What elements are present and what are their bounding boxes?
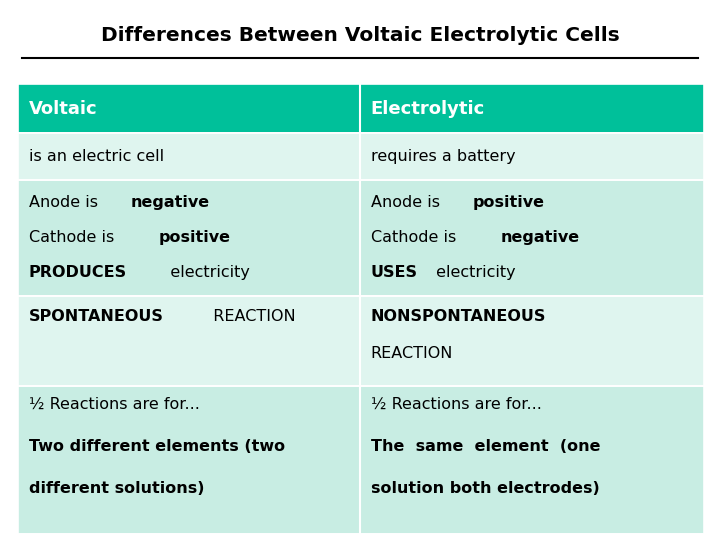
Text: The  same  element  (one: The same element (one [371, 438, 600, 454]
Text: positive: positive [158, 230, 230, 245]
Text: solution both electrodes): solution both electrodes) [371, 481, 600, 496]
Bar [18, 180, 360, 296]
Bar [18, 387, 360, 534]
Text: PRODUCES: PRODUCES [29, 265, 127, 280]
Text: ½ Reactions are for...: ½ Reactions are for... [29, 397, 199, 411]
Text: Differences Between Voltaic Electrolytic Cells: Differences Between Voltaic Electrolytic… [101, 25, 619, 45]
Text: SPONTANEOUS: SPONTANEOUS [29, 309, 163, 323]
Text: NONSPONTANEOUS: NONSPONTANEOUS [371, 309, 546, 323]
Text: ½ Reactions are for...: ½ Reactions are for... [371, 397, 541, 411]
Bar [360, 296, 704, 387]
Text: USES: USES [371, 265, 418, 280]
Text: negative: negative [500, 230, 580, 245]
Bar [18, 133, 360, 180]
Text: requires a battery: requires a battery [371, 149, 516, 164]
Text: positive: positive [473, 195, 545, 210]
Text: Electrolytic: Electrolytic [371, 99, 485, 118]
Text: REACTION: REACTION [203, 309, 295, 323]
Text: Two different elements (two: Two different elements (two [29, 438, 285, 454]
Text: electricity: electricity [156, 265, 251, 280]
Text: Voltaic: Voltaic [29, 99, 97, 118]
Text: electricity: electricity [431, 265, 516, 280]
Bar [360, 180, 704, 296]
Bar [18, 296, 360, 387]
Bar [360, 84, 704, 133]
Text: negative: negative [131, 195, 210, 210]
Text: Anode is: Anode is [371, 195, 450, 210]
Text: different solutions): different solutions) [29, 481, 204, 496]
Text: REACTION: REACTION [371, 346, 453, 361]
Bar [18, 84, 360, 133]
Text: Anode is: Anode is [29, 195, 108, 210]
Text: Cathode is: Cathode is [371, 230, 472, 245]
Text: is an electric cell: is an electric cell [29, 149, 164, 164]
Bar [360, 133, 704, 180]
Text: Cathode is: Cathode is [29, 230, 130, 245]
Bar [360, 387, 704, 534]
